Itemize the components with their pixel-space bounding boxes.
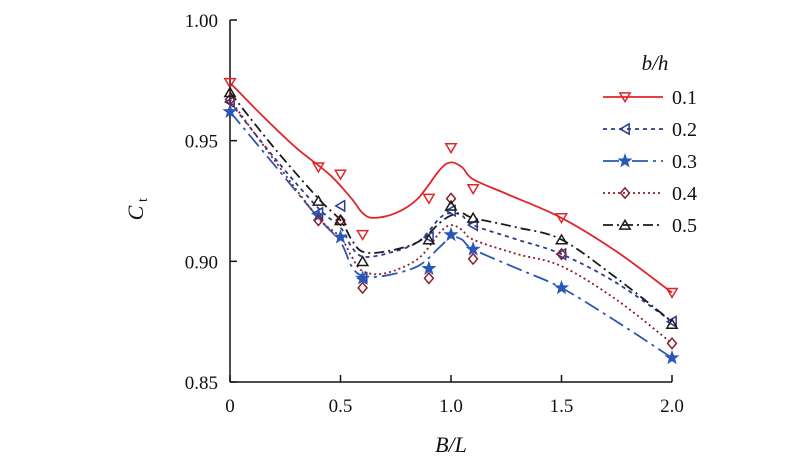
legend-label-0.3: 0.3 — [672, 151, 697, 173]
legend-label-0.1: 0.1 — [672, 87, 697, 109]
series-lines — [229, 82, 673, 359]
legend-label-0.5: 0.5 — [672, 215, 697, 237]
y-tick-label: 1.00 — [185, 11, 218, 32]
y-ticks: 0.85 0.90 0.95 1.00 — [185, 11, 237, 394]
legend-marker-0.3 — [617, 153, 633, 168]
legend-title: b/h — [642, 51, 669, 75]
legend-label-0.2: 0.2 — [672, 119, 697, 141]
data-point-0.1 — [223, 77, 237, 89]
data-point-0.5 — [356, 255, 370, 267]
y-axis-title: C t — [123, 198, 151, 220]
legend-label-0.4: 0.4 — [672, 183, 697, 205]
data-point-0.5 — [444, 199, 458, 211]
series-line-0.5 — [229, 91, 673, 323]
data-point-0.1 — [356, 229, 370, 241]
data-point-0.5 — [665, 317, 679, 329]
data-point-0.3 — [553, 279, 570, 295]
data-point-0.3 — [355, 270, 371, 285]
data-point-0.1 — [333, 169, 348, 181]
data-point-0.4 — [556, 247, 567, 261]
data-point-0.2 — [334, 199, 346, 213]
data-point-0.4 — [357, 281, 369, 295]
series-markers — [222, 77, 680, 365]
data-point-0.4 — [666, 337, 678, 350]
data-point-0.5 — [223, 86, 237, 98]
legend-marker-0.5 — [618, 218, 632, 230]
data-point-0.4 — [467, 252, 479, 266]
series-line-0.1 — [229, 82, 673, 294]
data-point-0.5 — [554, 233, 569, 245]
x-tick-label: 1.0 — [439, 396, 463, 417]
data-point-0.4 — [423, 271, 435, 285]
data-point-0.1 — [311, 162, 325, 174]
data-point-0.1 — [444, 143, 458, 155]
data-point-0.1 — [554, 212, 569, 225]
legend: b/h 0.1 0.2 0.3 0.4 0.5 — [603, 51, 697, 237]
data-point-0.4 — [445, 192, 457, 205]
x-axis-title: B/L — [435, 432, 467, 457]
legend-marker-0.4 — [619, 186, 631, 200]
data-point-0.1 — [665, 287, 679, 299]
data-point-0.5 — [333, 214, 348, 226]
x-tick-label: 2.0 — [660, 396, 684, 417]
series-line-0.2 — [229, 101, 673, 323]
x-tick-label: 1.5 — [550, 396, 574, 417]
data-point-0.1 — [422, 193, 436, 205]
y-tick-label: 0.85 — [185, 373, 218, 394]
y-axis-title-main: C — [123, 205, 148, 220]
data-point-0.3 — [421, 260, 437, 275]
data-point-0.3 — [332, 229, 349, 244]
data-point-0.3 — [664, 349, 680, 365]
data-point-0.4 — [335, 213, 346, 227]
y-tick-label: 0.90 — [185, 252, 218, 273]
data-point-0.5 — [466, 211, 480, 223]
data-point-0.4 — [224, 93, 236, 106]
data-point-0.4 — [312, 213, 324, 227]
legend-marker-0.1 — [618, 92, 632, 104]
x-tick-label: 0.5 — [329, 396, 353, 417]
data-point-0.5 — [311, 194, 325, 206]
legend-marker-0.2 — [618, 122, 630, 136]
data-point-0.3 — [443, 226, 459, 242]
x-tick-label: 0 — [225, 396, 235, 417]
y-axis-title-sub: t — [136, 198, 151, 202]
x-ticks: 0 0.5 1.0 1.5 2.0 — [225, 375, 684, 417]
data-point-0.3 — [222, 103, 238, 119]
data-point-0.1 — [466, 184, 480, 196]
data-point-0.5 — [422, 233, 436, 245]
data-point-0.3 — [465, 241, 481, 256]
series-line-0.4 — [229, 99, 673, 345]
y-tick-label: 0.95 — [185, 132, 218, 153]
